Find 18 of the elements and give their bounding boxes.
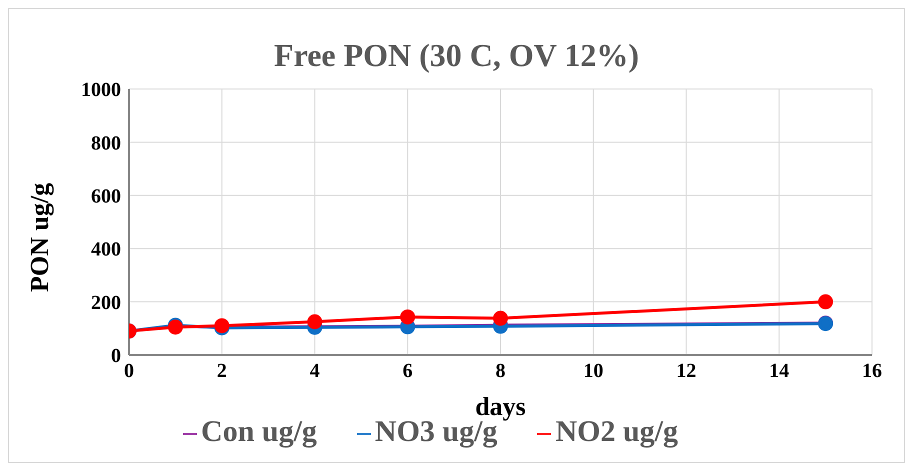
y-tick-label: 400 <box>91 238 121 261</box>
y-tick-label: 200 <box>91 292 121 314</box>
x-tick-label: 14 <box>769 360 790 382</box>
x-tick-label: 12 <box>676 360 696 382</box>
y-tick-label: 600 <box>91 186 121 208</box>
y-tick-label: 800 <box>91 132 121 154</box>
y-tick-label: 0 <box>111 345 121 368</box>
y-axis-title: PON ug/g <box>25 182 54 292</box>
x-tick-label: 4 <box>310 360 320 382</box>
legend-label: NO2 ug/g <box>555 415 678 448</box>
x-tick-label: 2 <box>216 360 227 382</box>
x-tick-label: 8 <box>496 360 506 382</box>
chart-title: Free PON (30 C, OV 12%) <box>273 37 640 74</box>
x-tick-label: 10 <box>583 360 604 382</box>
x-tick-label: 16 <box>862 360 882 382</box>
y-tick-label: 1000 <box>81 79 121 102</box>
x-tick-label: 6 <box>402 360 413 382</box>
legend-label: Con ug/g <box>201 415 317 448</box>
